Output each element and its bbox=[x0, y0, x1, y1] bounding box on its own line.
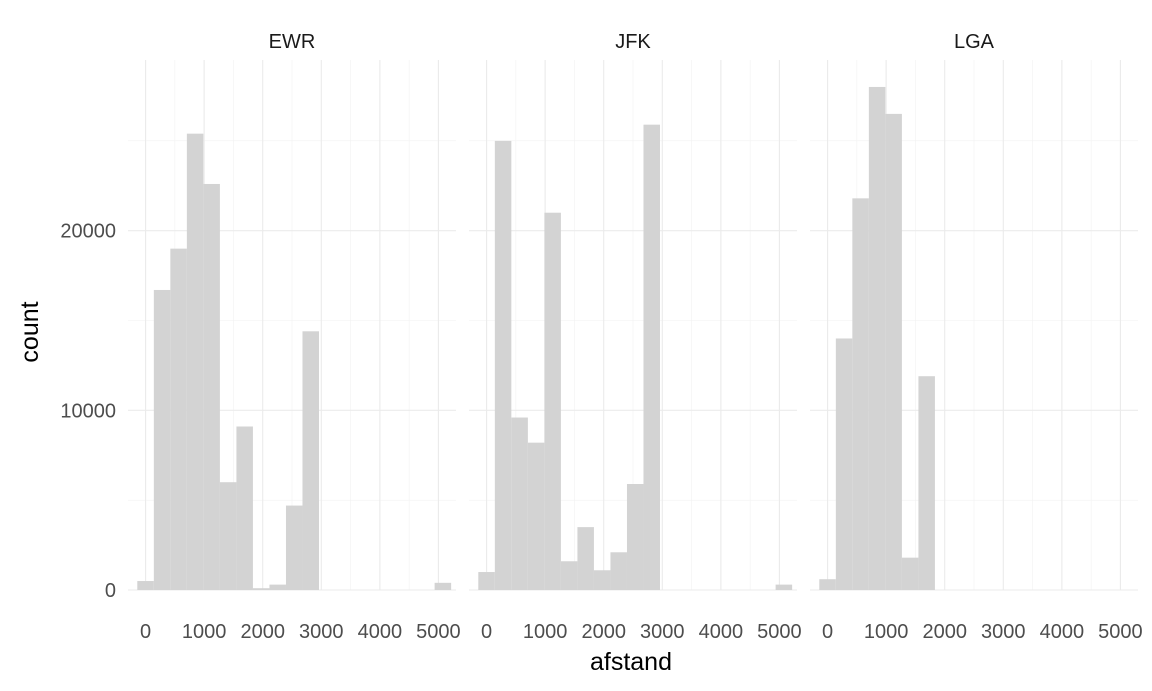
x-tick-label: 3000 bbox=[299, 621, 344, 643]
histogram-bar bbox=[643, 124, 661, 590]
y-tick-label: 10000 bbox=[60, 400, 116, 422]
histogram-bar bbox=[153, 289, 171, 590]
x-tick-label: 1000 bbox=[182, 621, 227, 643]
x-tick-label: 0 bbox=[822, 621, 833, 643]
histogram-bar bbox=[285, 505, 303, 590]
histogram-bar bbox=[577, 527, 594, 590]
x-tick-label: 1000 bbox=[864, 621, 909, 643]
facet-label: JFK bbox=[615, 31, 651, 53]
histogram-bar bbox=[885, 113, 902, 590]
x-tick-label: 0 bbox=[140, 621, 151, 643]
histogram-bar bbox=[852, 198, 869, 590]
facet-label: LGA bbox=[954, 31, 995, 53]
histogram-bar bbox=[137, 581, 154, 590]
histogram-bar bbox=[186, 133, 204, 590]
y-axis-ticks: 0 10000 20000 bbox=[60, 221, 116, 602]
histogram-bar bbox=[544, 212, 561, 591]
histogram-bar bbox=[527, 442, 545, 590]
x-tick-label: 4000 bbox=[1040, 621, 1085, 643]
histogram-bar bbox=[593, 570, 611, 590]
y-tick-label: 0 bbox=[105, 580, 116, 602]
histogram-bar bbox=[901, 557, 919, 590]
histogram-bar bbox=[775, 584, 793, 590]
histogram-bar bbox=[219, 482, 237, 590]
x-tick-label: 2000 bbox=[240, 621, 285, 643]
x-tick-label: 1000 bbox=[523, 621, 568, 643]
panels-layer: EWR 0 1000 2000 3000 4000 5000 JFK 0 1000 2000 3000… bbox=[128, 31, 1143, 643]
histogram-bar bbox=[610, 552, 627, 590]
histogram-bar bbox=[434, 582, 452, 590]
panel-jfk: JFK 0 1000 2000 3000 4000 5000 bbox=[469, 31, 802, 643]
histogram-bar bbox=[302, 331, 320, 590]
x-tick-label: 5000 bbox=[757, 621, 802, 643]
histogram-bar bbox=[269, 584, 286, 590]
x-tick-label: 3000 bbox=[640, 621, 685, 643]
x-tick-label: 5000 bbox=[1098, 621, 1143, 643]
histogram-bar bbox=[819, 579, 836, 590]
x-tick-label: 4000 bbox=[358, 621, 403, 643]
histogram-bar bbox=[252, 588, 270, 590]
y-axis-title: count bbox=[16, 301, 44, 362]
x-tick-label: 2000 bbox=[581, 621, 626, 643]
x-tick-label: 0 bbox=[481, 621, 492, 643]
histogram-bar bbox=[511, 417, 528, 590]
histogram-bar bbox=[868, 86, 886, 590]
facet-label: EWR bbox=[269, 31, 316, 53]
panel-lga: LGA 0 1000 2000 3000 4000 5000 bbox=[810, 31, 1143, 643]
x-tick-label: 4000 bbox=[699, 621, 744, 643]
x-axis-title: afstand bbox=[590, 648, 672, 676]
histogram-bar bbox=[835, 338, 853, 590]
histogram-bar bbox=[478, 572, 495, 590]
x-tick-label: 5000 bbox=[416, 621, 461, 643]
panel-ewr: EWR 0 1000 2000 3000 4000 5000 bbox=[128, 31, 461, 643]
histogram-bar bbox=[918, 376, 935, 590]
histogram-bar bbox=[560, 561, 578, 590]
histogram-bar bbox=[626, 484, 644, 590]
x-tick-label: 2000 bbox=[922, 621, 967, 643]
histogram-bar bbox=[236, 426, 253, 590]
histogram-bar bbox=[170, 248, 187, 590]
histogram-bar bbox=[203, 183, 220, 590]
y-tick-label: 20000 bbox=[60, 221, 116, 243]
x-tick-label: 3000 bbox=[981, 621, 1026, 643]
histogram-bar bbox=[494, 140, 512, 590]
